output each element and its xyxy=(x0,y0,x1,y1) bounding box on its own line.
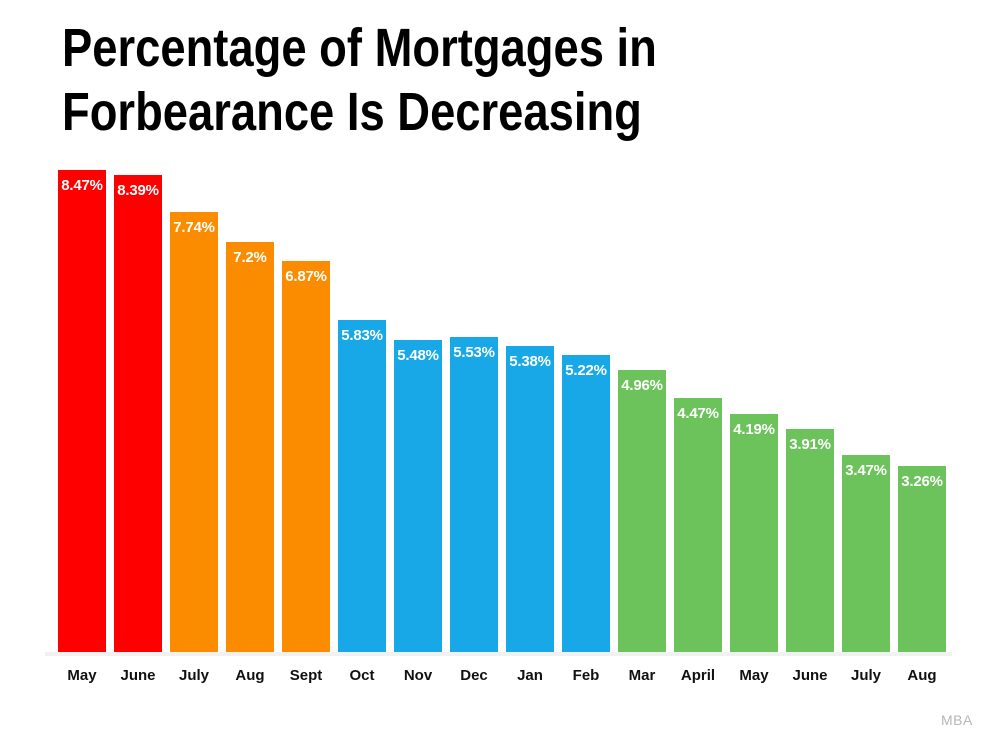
bar-value-label: 5.22% xyxy=(565,362,607,379)
bar: 5.53% xyxy=(450,337,498,652)
source-label: MBA xyxy=(941,712,973,728)
x-axis-label: Nov xyxy=(403,667,433,684)
bar: 3.91% xyxy=(786,429,834,652)
bar-value-label: 4.19% xyxy=(733,421,775,438)
bar-value-label: 7.74% xyxy=(173,219,215,236)
bar-value-label: 6.87% xyxy=(285,268,327,285)
bar: 8.47% xyxy=(58,170,106,652)
bar-value-label: 5.38% xyxy=(509,353,551,370)
x-axis-label: Oct xyxy=(349,667,375,684)
x-axis-label: June xyxy=(792,667,828,684)
bar-value-label: 8.47% xyxy=(61,177,103,194)
chart-title-line1: Percentage of Mortgages in xyxy=(62,18,657,78)
x-axis-label: May xyxy=(739,667,769,684)
bar-value-label: 5.53% xyxy=(453,344,495,361)
bar: 5.38% xyxy=(506,346,554,652)
bar: 4.47% xyxy=(674,398,722,652)
bar: 3.26% xyxy=(898,466,946,652)
bar-value-label: 4.47% xyxy=(677,405,719,422)
chart-title: Percentage of Mortgages in Forbearance I… xyxy=(62,16,657,144)
bar: 8.39% xyxy=(114,175,162,652)
x-axis-label: June xyxy=(120,667,156,684)
x-axis-label: Aug xyxy=(907,667,937,684)
bar-value-label: 5.48% xyxy=(397,347,439,364)
bar: 5.22% xyxy=(562,355,610,652)
chart-title-line2: Forbearance Is Decreasing xyxy=(62,82,642,142)
bar: 6.87% xyxy=(282,261,330,652)
x-axis-label: April xyxy=(680,667,716,684)
bar: 5.48% xyxy=(394,340,442,652)
x-axis-label: Mar xyxy=(628,667,656,684)
x-axis-label: July xyxy=(850,667,882,684)
bar: 4.96% xyxy=(618,370,666,652)
x-axis-label: Aug xyxy=(235,667,265,684)
bar: 7.2% xyxy=(226,242,274,652)
x-axis-label: Feb xyxy=(572,667,600,684)
bar-value-label: 7.2% xyxy=(233,249,267,266)
x-axis-label: Jan xyxy=(517,667,543,684)
bar-value-label: 8.39% xyxy=(117,182,159,199)
bar-value-label: 4.96% xyxy=(621,377,663,394)
x-axis-label: Dec xyxy=(460,667,488,684)
bar-value-label: 3.26% xyxy=(901,473,943,490)
bar: 7.74% xyxy=(170,212,218,652)
x-axis-label: May xyxy=(67,667,97,684)
bar: 4.19% xyxy=(730,414,778,652)
bar: 3.47% xyxy=(842,455,890,652)
x-axis: May June July Aug Sept Oct Nov Dec Jan Feb Mar Apri… xyxy=(58,652,946,692)
bar: 5.83% xyxy=(338,320,386,652)
bar-value-label: 3.47% xyxy=(845,462,887,479)
plot-area: 8.47% 8.39% 7.74% 7.2% 6.87% 5.83% 5.48% 5.53% 5… xyxy=(58,170,946,652)
x-axis-baseline xyxy=(45,652,952,656)
x-axis-label: July xyxy=(178,667,210,684)
bar-value-label: 3.91% xyxy=(789,436,831,453)
bar-value-label: 5.83% xyxy=(341,327,383,344)
x-axis-label: Sept xyxy=(289,667,323,684)
